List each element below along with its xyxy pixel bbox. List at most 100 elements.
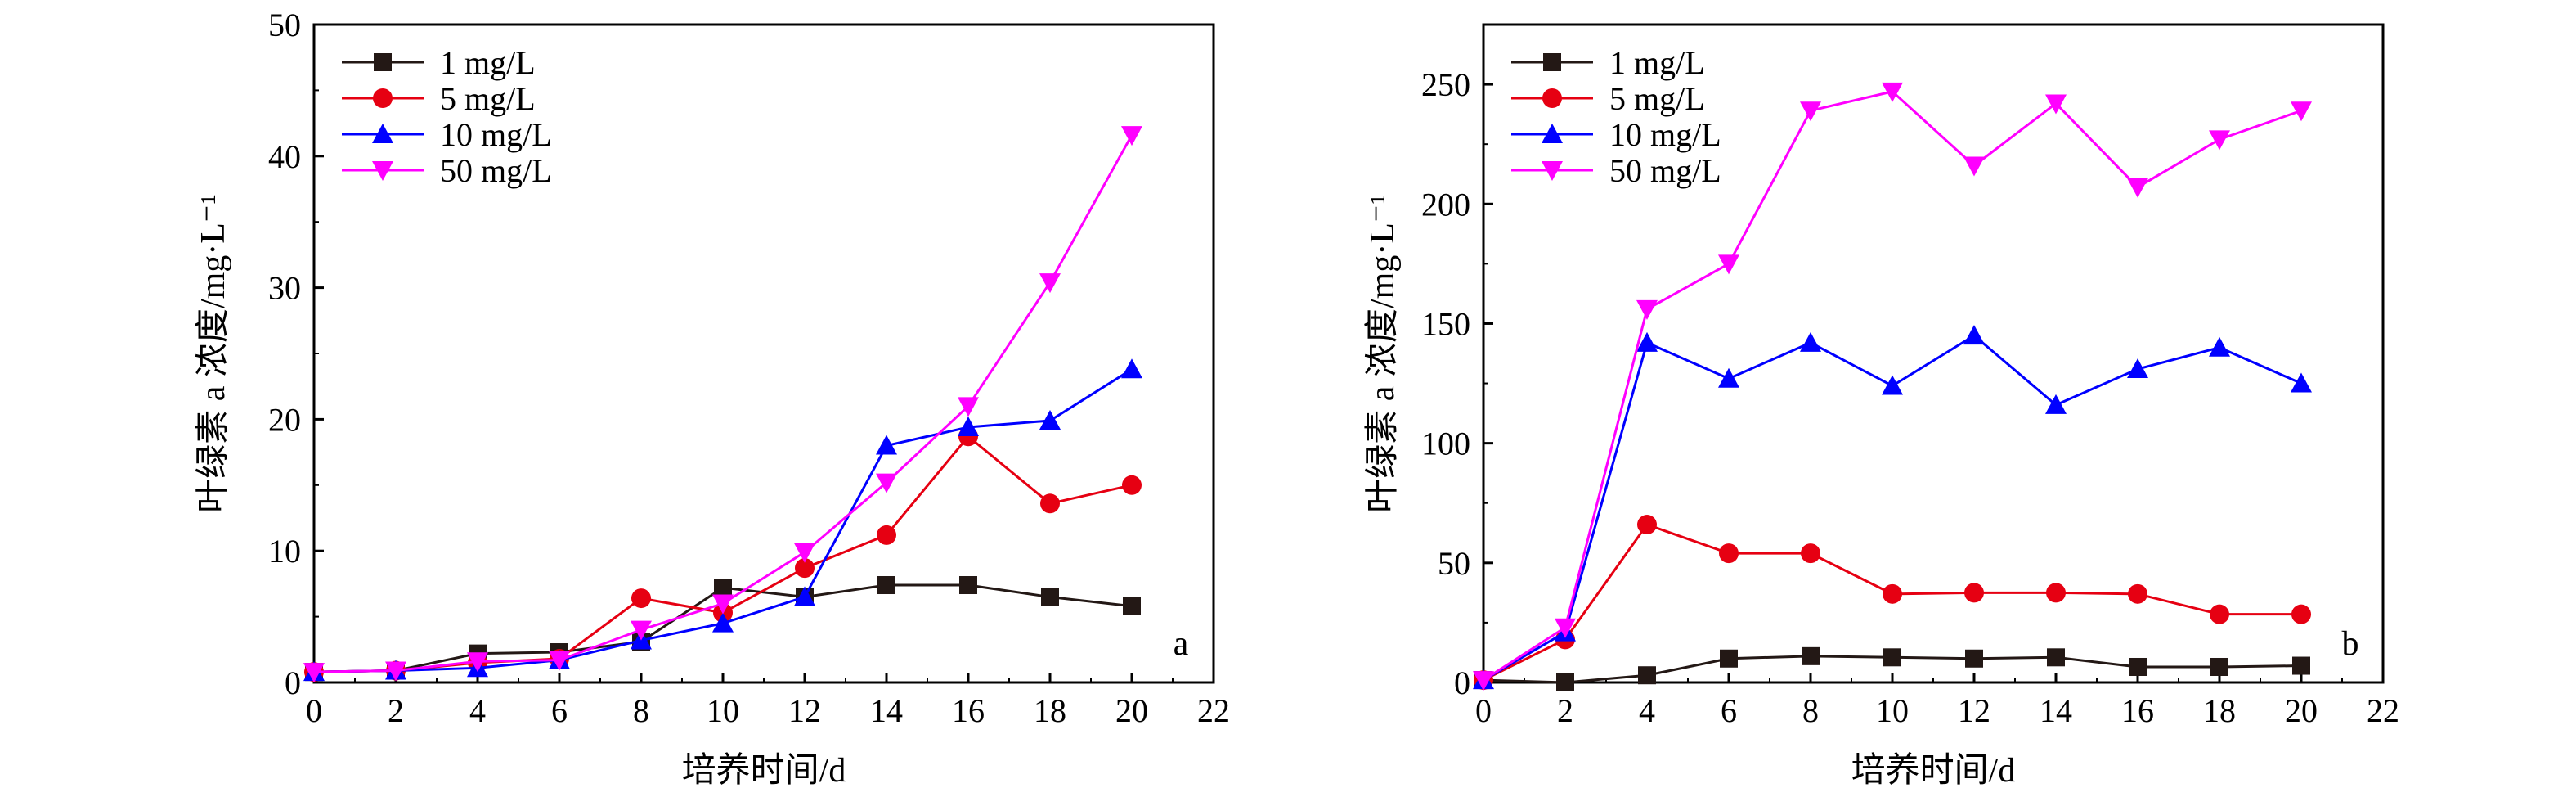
legend-label: 50 mg/L [1609, 152, 1721, 189]
data-point [876, 435, 897, 455]
y-tick-label: 10 [268, 533, 301, 570]
data-point [631, 588, 651, 609]
x-tick-label: 0 [306, 692, 322, 729]
data-point [958, 397, 979, 417]
data-point [1882, 375, 1903, 395]
x-axis-title: 培养时间/d [682, 751, 846, 790]
data-point [876, 473, 897, 493]
legend-label: 10 mg/L [1609, 116, 1721, 153]
x-tick-label: 16 [952, 692, 985, 729]
data-point [877, 525, 896, 545]
data-point [1965, 649, 1983, 668]
y-tick-label: 50 [1438, 545, 1470, 582]
data-point [1800, 331, 1821, 352]
data-point [794, 543, 815, 563]
y-tick-label: 250 [1421, 66, 1470, 103]
data-point [1720, 649, 1738, 668]
x-tick-label: 8 [1802, 692, 1819, 729]
data-point [1121, 126, 1142, 146]
data-point [958, 417, 979, 437]
data-point [2045, 94, 2067, 115]
data-point [1718, 367, 1739, 388]
y-tick-label: 100 [1421, 426, 1470, 462]
legend-label: 1 mg/L [1609, 44, 1705, 81]
x-tick-label: 20 [1115, 692, 1148, 729]
x-tick-label: 2 [388, 692, 404, 729]
data-point [1800, 101, 1821, 122]
legend-marker [374, 53, 392, 71]
x-tick-label: 20 [2285, 692, 2318, 729]
y-tick-label: 200 [1421, 186, 1470, 223]
x-tick-label: 10 [1876, 692, 1909, 729]
data-point [303, 663, 325, 683]
data-point [2292, 656, 2310, 675]
x-tick-label: 8 [633, 692, 649, 729]
x-tick-label: 22 [1197, 692, 1230, 729]
data-point [1556, 673, 1574, 691]
data-point [1636, 331, 1658, 352]
data-point [1041, 588, 1059, 606]
data-point [2127, 178, 2148, 198]
x-tick-label: 4 [1639, 692, 1655, 729]
data-point [714, 579, 732, 597]
data-point [2210, 657, 2228, 676]
data-point [385, 661, 406, 682]
data-point [2209, 130, 2230, 151]
legend-label: 5 mg/L [440, 80, 536, 117]
data-point [2047, 648, 2065, 667]
x-tick-label: 16 [2121, 692, 2154, 729]
legend-label: 50 mg/L [440, 152, 552, 189]
data-point [1039, 273, 1061, 294]
data-point [2291, 604, 2311, 624]
data-point [2209, 336, 2230, 357]
y-tick-label: 50 [268, 7, 301, 43]
chart-panel-a: 0 2 4 6 8 10 12 14 16 18 20 22 0 10 20 30 40 50 培养时间/d 叶绿素 … [195, 7, 1230, 790]
series-line-2 [313, 435, 1133, 673]
y-axis-title: 叶绿素 a 浓度/mg·L⁻¹ [1364, 194, 1402, 512]
x-tick-label: 22 [2367, 692, 2399, 729]
chart-panel-b: 0 2 4 6 8 10 12 14 16 18 20 22 0 50 100 150 200 250 培养时间/d… [1364, 23, 2399, 790]
data-point [1039, 410, 1061, 430]
legend-marker [372, 161, 393, 181]
data-point [1802, 646, 1820, 665]
y-tick-label: 20 [268, 401, 301, 438]
y-tick-label: 0 [1454, 664, 1470, 701]
data-point [1718, 254, 1739, 275]
x-tick-label: 10 [707, 692, 739, 729]
data-point [1123, 597, 1141, 615]
data-point [631, 620, 652, 641]
legend-marker [1542, 124, 1563, 143]
data-point [1638, 666, 1656, 685]
data-point [712, 612, 734, 633]
x-tick-label: 2 [1557, 692, 1573, 729]
x-tick-label: 14 [2040, 692, 2072, 729]
y-tick-label: 30 [268, 270, 301, 307]
data-point [2127, 358, 2148, 379]
x-tick-label: 6 [1721, 692, 1737, 729]
x-tick-label: 18 [1034, 692, 1066, 729]
legend-label: 5 mg/L [1609, 80, 1705, 117]
data-point [1637, 515, 1657, 535]
data-point [1801, 543, 1820, 564]
data-point [1963, 156, 1985, 177]
legend-marker [372, 124, 393, 143]
data-point [1473, 671, 1494, 691]
data-point [877, 576, 895, 595]
data-point [1555, 618, 1576, 638]
y-axis-title: 叶绿素 a 浓度/mg·L⁻¹ [195, 194, 232, 512]
x-tick-label: 0 [1475, 692, 1492, 729]
x-tick-label: 12 [788, 692, 821, 729]
data-point [712, 594, 734, 615]
legend-marker [1542, 88, 1562, 108]
data-point [467, 652, 488, 673]
x-tick-label: 4 [469, 692, 486, 729]
legend-marker [373, 88, 393, 108]
x-tick-label: 12 [1958, 692, 1990, 729]
legend-marker [1542, 161, 1563, 181]
data-point [549, 651, 570, 671]
data-point [1963, 325, 1985, 345]
panel-label: b [2342, 625, 2359, 663]
data-point [795, 558, 815, 579]
